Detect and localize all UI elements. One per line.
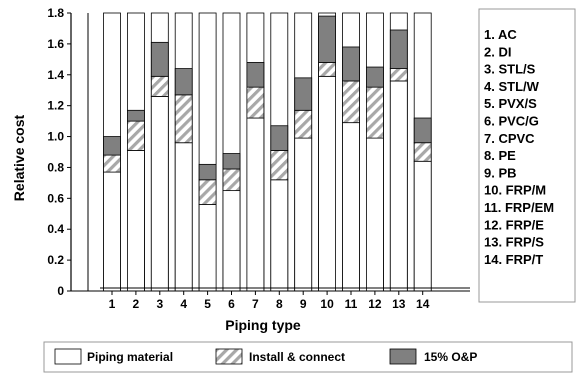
bar-segment [127,120,145,151]
bar-segment [389,80,408,292]
key-item: 13. FRP/S [484,235,544,250]
bar-segment [150,96,169,292]
bar-segment [103,154,121,173]
bar-segment [318,75,337,292]
y-tick-label: 1.8 [47,6,64,20]
bar-segment [127,109,145,122]
x-tick-label: 13 [392,297,406,311]
y-axis: 0 0.2 0.4 0.6 0.8 1.0 1.2 1.4 1.6 1.8 [47,6,72,298]
bar-segment [294,109,313,139]
x-tick-label: 12 [368,297,382,311]
key-item: 6. PVC/G [484,114,539,129]
key-item: 9. PB [484,165,517,180]
legend-label: 15% O&P [424,350,477,364]
x-tick-label: 1 [109,297,116,311]
bar-segment [413,142,432,162]
key-item: 7. CPVC [484,131,535,146]
legend-label: Piping material [87,350,173,364]
x-tick-label: 8 [276,297,283,311]
y-tick-label: 1.0 [47,130,64,144]
x-tick-label: 4 [180,297,187,311]
bar-segment [270,150,289,181]
bar-segment [246,62,265,88]
bar-segment [198,163,217,181]
bar-segment [389,29,408,70]
bar-segment [174,142,193,292]
key-item: 3. STL/S [484,62,536,77]
x-tick-label: 3 [156,297,163,311]
x-tick-label: 2 [133,297,140,311]
legend-swatch [215,348,243,365]
bar-segment [318,15,337,63]
bar-segment [342,122,360,292]
bar-segment [389,68,408,82]
bar-segment [174,94,193,144]
key-item: 1. AC [484,27,517,42]
y-tick-label: 0.6 [47,191,64,205]
bar-segment [246,86,265,119]
legend-box [43,341,573,373]
x-tick-label: 14 [416,297,430,311]
key-box [478,8,576,303]
bar-segment [150,41,169,77]
bar-segment [270,179,289,292]
legend-swatch [54,348,82,365]
x-axis: 1 2 3 4 5 6 7 8 9 10 11 12 13 14 [71,13,470,311]
bar-segment [365,137,384,292]
key-item: 5. PVX/S [484,96,537,111]
bar-segment [103,136,121,156]
bar-segment [246,117,265,292]
key-item: 14. FRP/T [484,252,543,267]
key-item: 12. FRP/E [484,217,544,232]
y-tick-label: 0.8 [47,160,64,174]
bar-segment [150,75,169,97]
y-tick-label: 1.6 [47,37,64,51]
key-item: 8. PE [484,148,516,163]
plot-area [103,12,432,292]
bar-segment [413,117,432,144]
bar-segment [365,66,384,88]
bar-segment [198,179,217,205]
x-tick-label: 11 [345,297,358,311]
key-item: 11. FRP/EM [484,200,554,215]
bar-segment [270,125,289,151]
key-item: 4. STL/W [484,79,540,94]
bar-segment [103,171,121,292]
y-tick-label: 1.2 [47,99,64,113]
x-tick-label: 10 [320,297,334,311]
bar-segment [222,190,241,292]
legend-swatch [389,348,417,365]
bar-segment [222,153,241,170]
key-item: 2. DI [484,44,511,59]
legend-label: Install & connect [249,350,345,364]
y-tick-label: 0 [57,284,64,298]
x-tick-label: 6 [228,297,235,311]
legend: Piping material Install & connect 15% O&P [54,348,477,365]
bar-segment [365,86,384,139]
bar-segment [198,204,217,292]
bar-segment [342,46,360,82]
bar-segment [413,160,432,292]
y-tick-label: 1.4 [47,68,64,82]
bar-segment [294,77,313,111]
x-axis-title: Piping type [225,317,301,333]
key-item: 10. FRP/M [484,183,546,198]
bar-segment [222,168,241,192]
bar-segment [174,68,193,96]
x-tick-label: 9 [300,297,307,311]
bar-segment [127,150,145,292]
y-tick-label: 0.2 [47,253,64,267]
bar-segment [342,80,360,124]
bar-segment [318,62,337,77]
x-tick-label: 5 [204,297,211,311]
y-axis-title: Relative cost [11,114,27,201]
key-panel: 1. AC 2. DI 3. STL/S 4. STL/W 5. PVX/S 6. PVC… [484,27,554,267]
bar-segment [294,137,313,292]
x-tick-label: 7 [252,297,259,311]
y-tick-label: 0.4 [47,222,64,236]
